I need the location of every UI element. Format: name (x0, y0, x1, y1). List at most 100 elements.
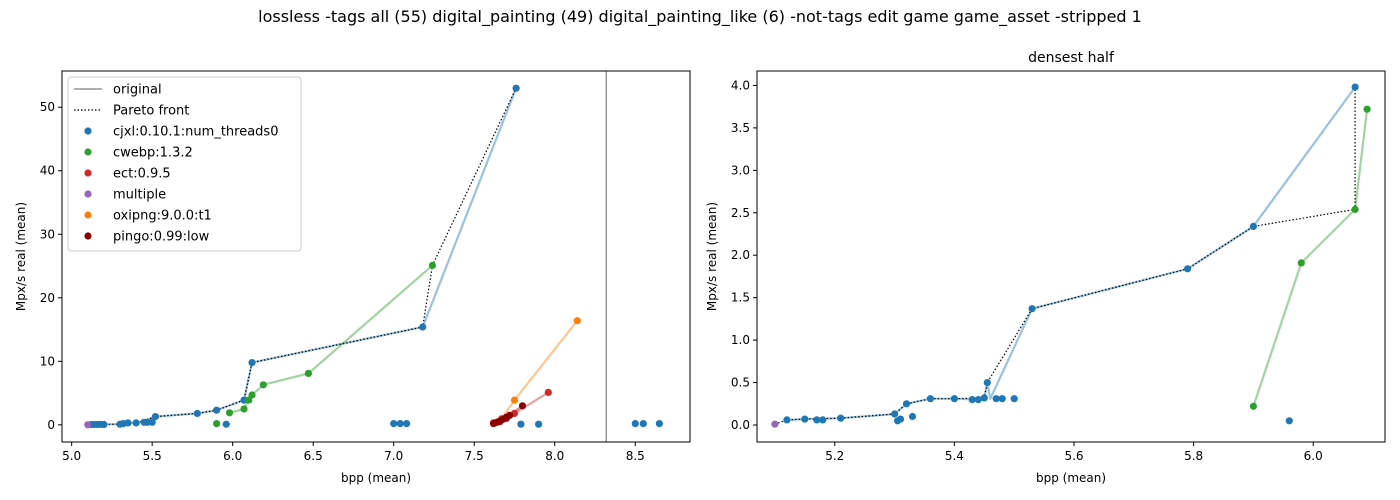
plot-area (84, 71, 664, 442)
point-cwebp-4 (248, 391, 256, 399)
y-tick-label: 2.0 (731, 248, 750, 262)
point-cjxl-16 (992, 395, 1000, 403)
y-tick-label: 0 (47, 418, 55, 432)
point-cjxl-15 (222, 420, 230, 428)
point-cjxl-0 (783, 416, 791, 424)
y-tick-label: 4.0 (731, 78, 750, 92)
point-multiple-0 (84, 421, 92, 429)
point-cjxl-21 (419, 323, 427, 331)
legend-label-pingo: pingo:0.99:low (113, 230, 210, 245)
point-cjxl-7 (124, 419, 132, 427)
y-tick-label: 20 (40, 291, 55, 305)
y-tick-label: 2.5 (731, 206, 750, 220)
legend-label-cjxl: cjxl:0.10.1:num_threads0 (113, 125, 278, 140)
series-line-cwebp (229, 264, 434, 414)
x-tick-label: 5.4 (945, 449, 964, 463)
point-cwebp-0 (213, 420, 221, 428)
x-tick-label: 5.6 (1064, 449, 1083, 463)
point-cwebp-2 (1351, 205, 1359, 213)
point-oxipng-3 (573, 317, 581, 325)
point-cjxl-10 (926, 395, 935, 403)
y-axis-label: Mpx/s real (mean) (14, 202, 28, 311)
legend-label-cwebp: cwebp:1.3.2 (113, 146, 193, 161)
legend: original Pareto front cjxl:0.10.1:num_thre… (67, 76, 302, 252)
x-tick-label: 8.0 (545, 449, 564, 463)
legend-label-ect: ect:0.9.5 (113, 167, 171, 182)
point-cwebp-6 (304, 369, 312, 377)
subplot-title: densest half (1028, 50, 1115, 66)
point-cjxl-24 (535, 420, 543, 428)
point-cjxl-22 (512, 84, 520, 92)
point-cjxl-23 (517, 420, 525, 428)
point-cjxl-18 (390, 420, 398, 428)
point-cwebp-3 (1363, 105, 1371, 113)
point-cwebp-1 (225, 409, 234, 417)
point-cjxl-8 (132, 419, 140, 427)
axes-frame (756, 70, 1386, 443)
point-ect-4 (544, 388, 552, 396)
x-tick-label: 6.0 (1304, 449, 1323, 463)
x-axis-label: bpp (mean) (341, 471, 411, 485)
x-tick-label: 5.0 (62, 449, 81, 463)
subplot-2: 5.2 5.4 5.6 5.8 6.0 0.0 0.5 1.0 1.5 2.0 2.5 3.0 3.5 4… (705, 50, 1386, 485)
y-tick-label: 1.0 (731, 333, 750, 347)
point-cjxl-14 (980, 394, 988, 402)
x-tick-label: 7.5 (465, 449, 484, 463)
x-tick-label: 6.5 (304, 449, 323, 463)
point-cjxl-17 (998, 395, 1006, 403)
point-cwebp-1 (1297, 259, 1305, 267)
plot-area (771, 83, 1371, 428)
point-cjxl-25 (631, 420, 639, 428)
x-tick-label: 5.5 (143, 449, 162, 463)
point-cjxl-20 (403, 420, 411, 428)
subplot-1: 5.0 5.5 6.0 6.5 7.0 7.5 8.0 8.5 0 10 20 30 40 50 bpp (… (14, 70, 691, 485)
point-cjxl-17 (248, 359, 256, 367)
y-axis-label: Mpx/s real (mean) (705, 202, 719, 311)
y-tick-label: 30 (40, 227, 55, 241)
point-cjxl-27 (655, 420, 664, 428)
point-cjxl-11 (148, 418, 156, 426)
legend-swatch-multiple (84, 190, 92, 198)
point-cjxl-26 (639, 420, 647, 428)
y-tick-label: 50 (40, 100, 55, 114)
point-cjxl-18 (1010, 395, 1018, 403)
point-cjxl-13 (193, 409, 201, 417)
y-tick-label: 10 (40, 354, 55, 368)
legend-original-label: original (113, 83, 162, 98)
x-tick-label: 5.8 (1184, 449, 1203, 463)
axes-frame (61, 70, 691, 443)
point-cjxl-13 (974, 396, 982, 404)
pareto-front-line (87, 87, 517, 426)
series-line-cjxl (786, 86, 1356, 421)
x-axis-label: bpp (mean) (1036, 471, 1106, 485)
point-oxipng-2 (510, 396, 519, 404)
point-cjxl-1 (801, 415, 809, 423)
y-tick-label: 0.0 (731, 418, 750, 432)
legend-swatch-cjxl (84, 127, 92, 135)
point-pingo-6 (506, 411, 514, 419)
legend-swatch-ect (84, 169, 92, 177)
point-cjxl-15 (983, 379, 991, 387)
x-tick-label: 6.0 (223, 449, 242, 463)
point-cjxl-19 (1028, 305, 1036, 313)
point-cjxl-5 (891, 410, 899, 418)
point-cjxl-12 (151, 413, 159, 421)
y-tick-label: 3.5 (731, 121, 750, 135)
series-line-cwebp (1252, 109, 1369, 407)
point-cjxl-3 (819, 416, 827, 424)
legend-swatch-pingo (84, 232, 92, 240)
point-cjxl-11 (950, 395, 959, 403)
y-tick-label: 1.5 (731, 291, 750, 305)
point-cjxl-7 (896, 415, 905, 423)
point-cwebp-5 (259, 381, 267, 389)
pareto-front-line (774, 87, 1356, 425)
point-pingo-7 (518, 402, 527, 410)
point-cjxl-19 (396, 420, 404, 428)
point-cjxl-21 (1249, 222, 1257, 230)
point-cjxl-22 (1285, 417, 1293, 425)
point-cjxl-2 (813, 416, 821, 424)
point-cwebp-7 (428, 261, 436, 269)
x-tick-label: 8.5 (626, 449, 645, 463)
